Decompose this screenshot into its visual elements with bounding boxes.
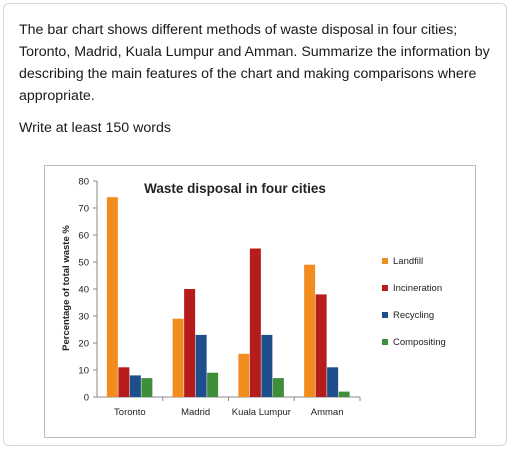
y-tick-label: 30	[78, 312, 89, 323]
bar	[195, 334, 207, 397]
y-tick-label: 70	[78, 204, 89, 215]
legend-label: Landfill	[393, 256, 423, 267]
bar	[338, 391, 350, 397]
bar	[238, 353, 250, 397]
legend-swatch	[382, 285, 388, 291]
bar	[172, 318, 184, 397]
bar	[118, 367, 130, 397]
bar	[184, 289, 196, 397]
y-tick-label: 10	[78, 366, 89, 377]
bar	[304, 264, 316, 397]
bar	[106, 197, 118, 397]
x-tick-label: Amman	[311, 407, 344, 418]
legend: Landfill Incineration Recycling Compositing	[382, 256, 446, 348]
bar	[315, 294, 327, 397]
y-tick-label: 60	[78, 231, 89, 242]
x-tick-label: Toronto	[114, 407, 146, 418]
word-count-instruction: Write at least 150 words	[19, 120, 171, 136]
y-tick-label: 20	[78, 339, 89, 350]
y-tick-label: 50	[78, 258, 89, 269]
y-tick-label: 80	[78, 177, 89, 188]
legend-label: Recycling	[393, 310, 434, 321]
bar	[261, 334, 273, 397]
legend-swatch	[382, 339, 388, 345]
y-tick-label: 0	[84, 393, 89, 404]
bar	[272, 378, 284, 397]
bars	[106, 197, 350, 397]
chart-container: Waste disposal in four cities Percentage…	[44, 165, 476, 438]
task-prompt: The bar chart shows different methods of…	[19, 22, 490, 104]
legend-label: Incineration	[393, 283, 442, 294]
legend-swatch	[382, 258, 388, 264]
legend-swatch	[382, 312, 388, 318]
x-tick-label: Kuala Lumpur	[232, 407, 291, 418]
bar	[141, 378, 153, 397]
bar	[249, 248, 261, 397]
bar-chart: Waste disposal in four cities Percentage…	[61, 177, 446, 419]
legend-label: Compositing	[393, 337, 446, 348]
bar	[207, 372, 219, 397]
bar	[327, 367, 339, 397]
x-tick-label: Madrid	[181, 407, 210, 418]
chart-title: Waste disposal in four cities	[144, 181, 326, 196]
y-axis-label: Percentage of total waste %	[61, 225, 72, 351]
bar	[129, 375, 141, 397]
y-tick-label: 40	[78, 285, 89, 296]
